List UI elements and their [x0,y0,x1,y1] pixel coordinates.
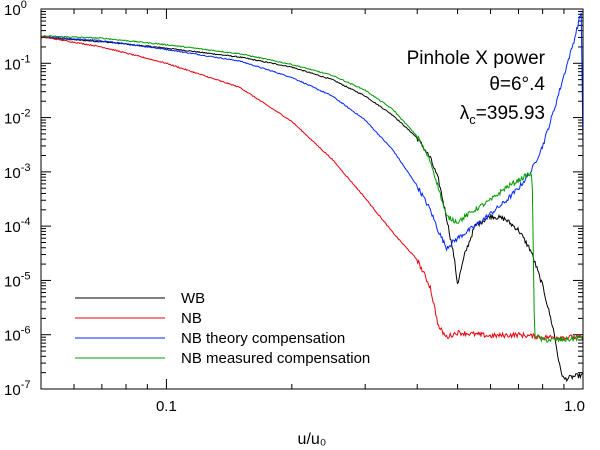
plot-frame [40,8,584,390]
x-tick-label: 0.1 [156,398,177,415]
lambda-symbol: λ [460,103,470,124]
y-tick-label: 10-3 [4,162,30,182]
series-line-nb [40,35,584,342]
legend-label: WB [181,290,205,307]
y-tick-label: 10-1 [4,53,30,73]
legend: WB NB NB theory compensation NB measured co… [75,290,370,367]
annotation-lambda: λc=395.93 [460,103,545,127]
y-tick-label: 100 [4,0,27,19]
annotation-theta: θ=6°.4 [489,74,545,95]
x-axis-label: u/u₀ [298,431,327,448]
series-line-nb-theory-compensation [40,12,584,252]
annotation-title: Pinhole X power [407,48,546,69]
x-tick-label: 1.0 [564,398,585,415]
legend-label: NB measured compensation [181,350,370,367]
series-layer [40,12,584,383]
legend-label: NB theory compensation [181,330,345,347]
y-tick-label: 10-5 [4,270,30,290]
y-tick-label: 10-4 [4,216,30,236]
y-tick-label: 10-2 [4,108,30,128]
lambda-subscript: c [469,112,476,127]
annotation-block: Pinhole X power θ=6°.4 λc=395.93 [407,48,546,127]
axis-ticks [41,8,584,390]
tick-labels: 100 10-1 10-2 10-3 10-4 10-5 10-6 10-7 0.1 1.0 [4,0,585,415]
legend-label: NB [181,310,202,327]
y-tick-label: 10-6 [4,325,30,345]
lambda-value: =395.93 [476,103,545,124]
series-line-nb-measured-compensation [40,35,584,343]
y-tick-label: 10-7 [4,379,30,399]
